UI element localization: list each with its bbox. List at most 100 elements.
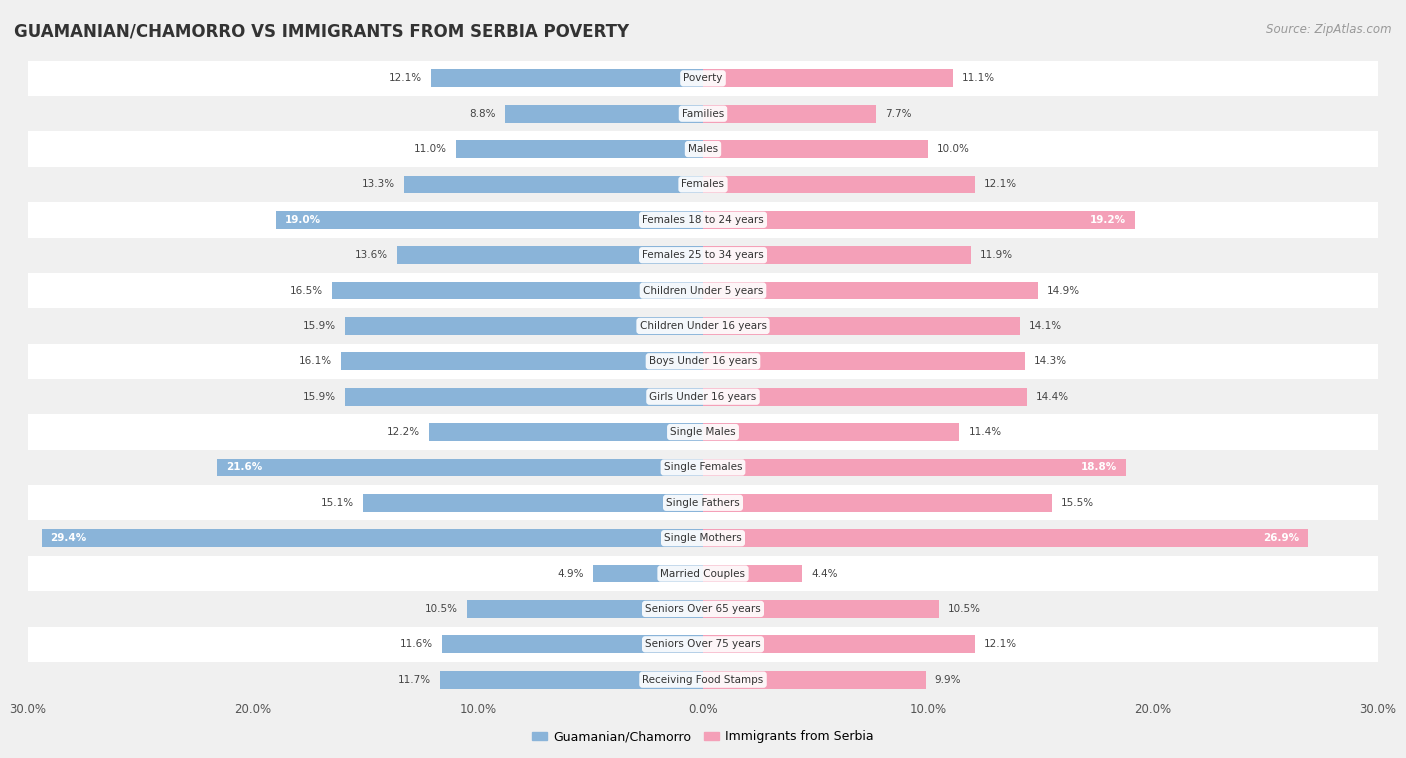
Bar xyxy=(703,176,976,193)
Text: 19.0%: 19.0% xyxy=(284,215,321,225)
Bar xyxy=(703,600,939,618)
Bar xyxy=(703,282,1038,299)
Text: Females: Females xyxy=(682,180,724,190)
Text: 14.4%: 14.4% xyxy=(1036,392,1069,402)
Bar xyxy=(429,423,703,441)
Text: 12.2%: 12.2% xyxy=(387,427,419,437)
Text: Children Under 5 years: Children Under 5 years xyxy=(643,286,763,296)
Bar xyxy=(346,317,703,335)
Text: Females 18 to 24 years: Females 18 to 24 years xyxy=(643,215,763,225)
Bar xyxy=(440,671,703,688)
Bar xyxy=(28,415,1378,449)
Text: 11.7%: 11.7% xyxy=(398,675,430,684)
Bar xyxy=(430,70,703,87)
Bar xyxy=(363,494,703,512)
Bar xyxy=(28,449,1378,485)
Bar xyxy=(703,423,959,441)
Text: 16.5%: 16.5% xyxy=(290,286,323,296)
Legend: Guamanian/Chamorro, Immigrants from Serbia: Guamanian/Chamorro, Immigrants from Serb… xyxy=(527,725,879,748)
Bar xyxy=(703,317,1021,335)
Text: Single Mothers: Single Mothers xyxy=(664,533,742,543)
Text: 15.9%: 15.9% xyxy=(304,321,336,331)
Bar xyxy=(346,388,703,406)
Bar xyxy=(332,282,703,299)
Text: 19.2%: 19.2% xyxy=(1090,215,1126,225)
Text: 11.9%: 11.9% xyxy=(980,250,1012,260)
Bar xyxy=(703,635,976,653)
Bar xyxy=(217,459,703,476)
Bar xyxy=(703,459,1126,476)
Bar xyxy=(703,494,1052,512)
Text: 21.6%: 21.6% xyxy=(226,462,263,472)
Bar xyxy=(28,343,1378,379)
Text: 7.7%: 7.7% xyxy=(886,108,911,119)
Bar xyxy=(703,352,1025,370)
Text: 13.3%: 13.3% xyxy=(361,180,395,190)
Text: Females 25 to 34 years: Females 25 to 34 years xyxy=(643,250,763,260)
Bar xyxy=(28,131,1378,167)
Bar xyxy=(441,635,703,653)
Bar xyxy=(703,529,1308,547)
Text: 15.1%: 15.1% xyxy=(321,498,354,508)
Text: Seniors Over 75 years: Seniors Over 75 years xyxy=(645,639,761,650)
Text: 10.0%: 10.0% xyxy=(936,144,970,154)
Bar xyxy=(703,671,925,688)
Bar xyxy=(703,70,953,87)
Bar xyxy=(28,556,1378,591)
Text: 11.0%: 11.0% xyxy=(413,144,447,154)
Text: 10.5%: 10.5% xyxy=(425,604,458,614)
Bar xyxy=(276,211,703,229)
Text: 9.9%: 9.9% xyxy=(935,675,962,684)
Bar xyxy=(28,309,1378,343)
Bar xyxy=(703,211,1135,229)
Bar xyxy=(28,662,1378,697)
Text: Boys Under 16 years: Boys Under 16 years xyxy=(648,356,758,366)
Text: 4.4%: 4.4% xyxy=(811,568,838,578)
Text: 4.9%: 4.9% xyxy=(557,568,583,578)
Bar xyxy=(404,176,703,193)
Text: Children Under 16 years: Children Under 16 years xyxy=(640,321,766,331)
Bar xyxy=(340,352,703,370)
Bar xyxy=(28,61,1378,96)
Text: 15.9%: 15.9% xyxy=(304,392,336,402)
Text: GUAMANIAN/CHAMORRO VS IMMIGRANTS FROM SERBIA POVERTY: GUAMANIAN/CHAMORRO VS IMMIGRANTS FROM SE… xyxy=(14,23,630,41)
Bar xyxy=(28,627,1378,662)
Bar xyxy=(28,521,1378,556)
Bar xyxy=(28,237,1378,273)
Bar xyxy=(28,591,1378,627)
Bar xyxy=(467,600,703,618)
Bar xyxy=(396,246,703,264)
Text: Receiving Food Stamps: Receiving Food Stamps xyxy=(643,675,763,684)
Text: 11.4%: 11.4% xyxy=(969,427,1001,437)
Bar xyxy=(28,167,1378,202)
Text: Single Females: Single Females xyxy=(664,462,742,472)
Bar xyxy=(505,105,703,123)
Text: 14.9%: 14.9% xyxy=(1047,286,1080,296)
Bar xyxy=(28,485,1378,521)
Text: 13.6%: 13.6% xyxy=(354,250,388,260)
Bar xyxy=(703,140,928,158)
Text: Seniors Over 65 years: Seniors Over 65 years xyxy=(645,604,761,614)
Text: Girls Under 16 years: Girls Under 16 years xyxy=(650,392,756,402)
Text: 11.6%: 11.6% xyxy=(399,639,433,650)
Text: 14.3%: 14.3% xyxy=(1033,356,1067,366)
Text: Males: Males xyxy=(688,144,718,154)
Text: 29.4%: 29.4% xyxy=(51,533,87,543)
Text: Single Males: Single Males xyxy=(671,427,735,437)
Text: 8.8%: 8.8% xyxy=(470,108,496,119)
Bar xyxy=(703,565,801,582)
Text: 12.1%: 12.1% xyxy=(388,74,422,83)
Bar xyxy=(28,273,1378,309)
Bar xyxy=(28,202,1378,237)
Text: 11.1%: 11.1% xyxy=(962,74,995,83)
Text: 14.1%: 14.1% xyxy=(1029,321,1063,331)
Bar xyxy=(703,246,970,264)
Bar xyxy=(28,96,1378,131)
Bar xyxy=(456,140,703,158)
Bar xyxy=(703,388,1026,406)
Text: 18.8%: 18.8% xyxy=(1081,462,1116,472)
Text: Poverty: Poverty xyxy=(683,74,723,83)
Bar xyxy=(42,529,703,547)
Text: 15.5%: 15.5% xyxy=(1060,498,1094,508)
Text: Families: Families xyxy=(682,108,724,119)
